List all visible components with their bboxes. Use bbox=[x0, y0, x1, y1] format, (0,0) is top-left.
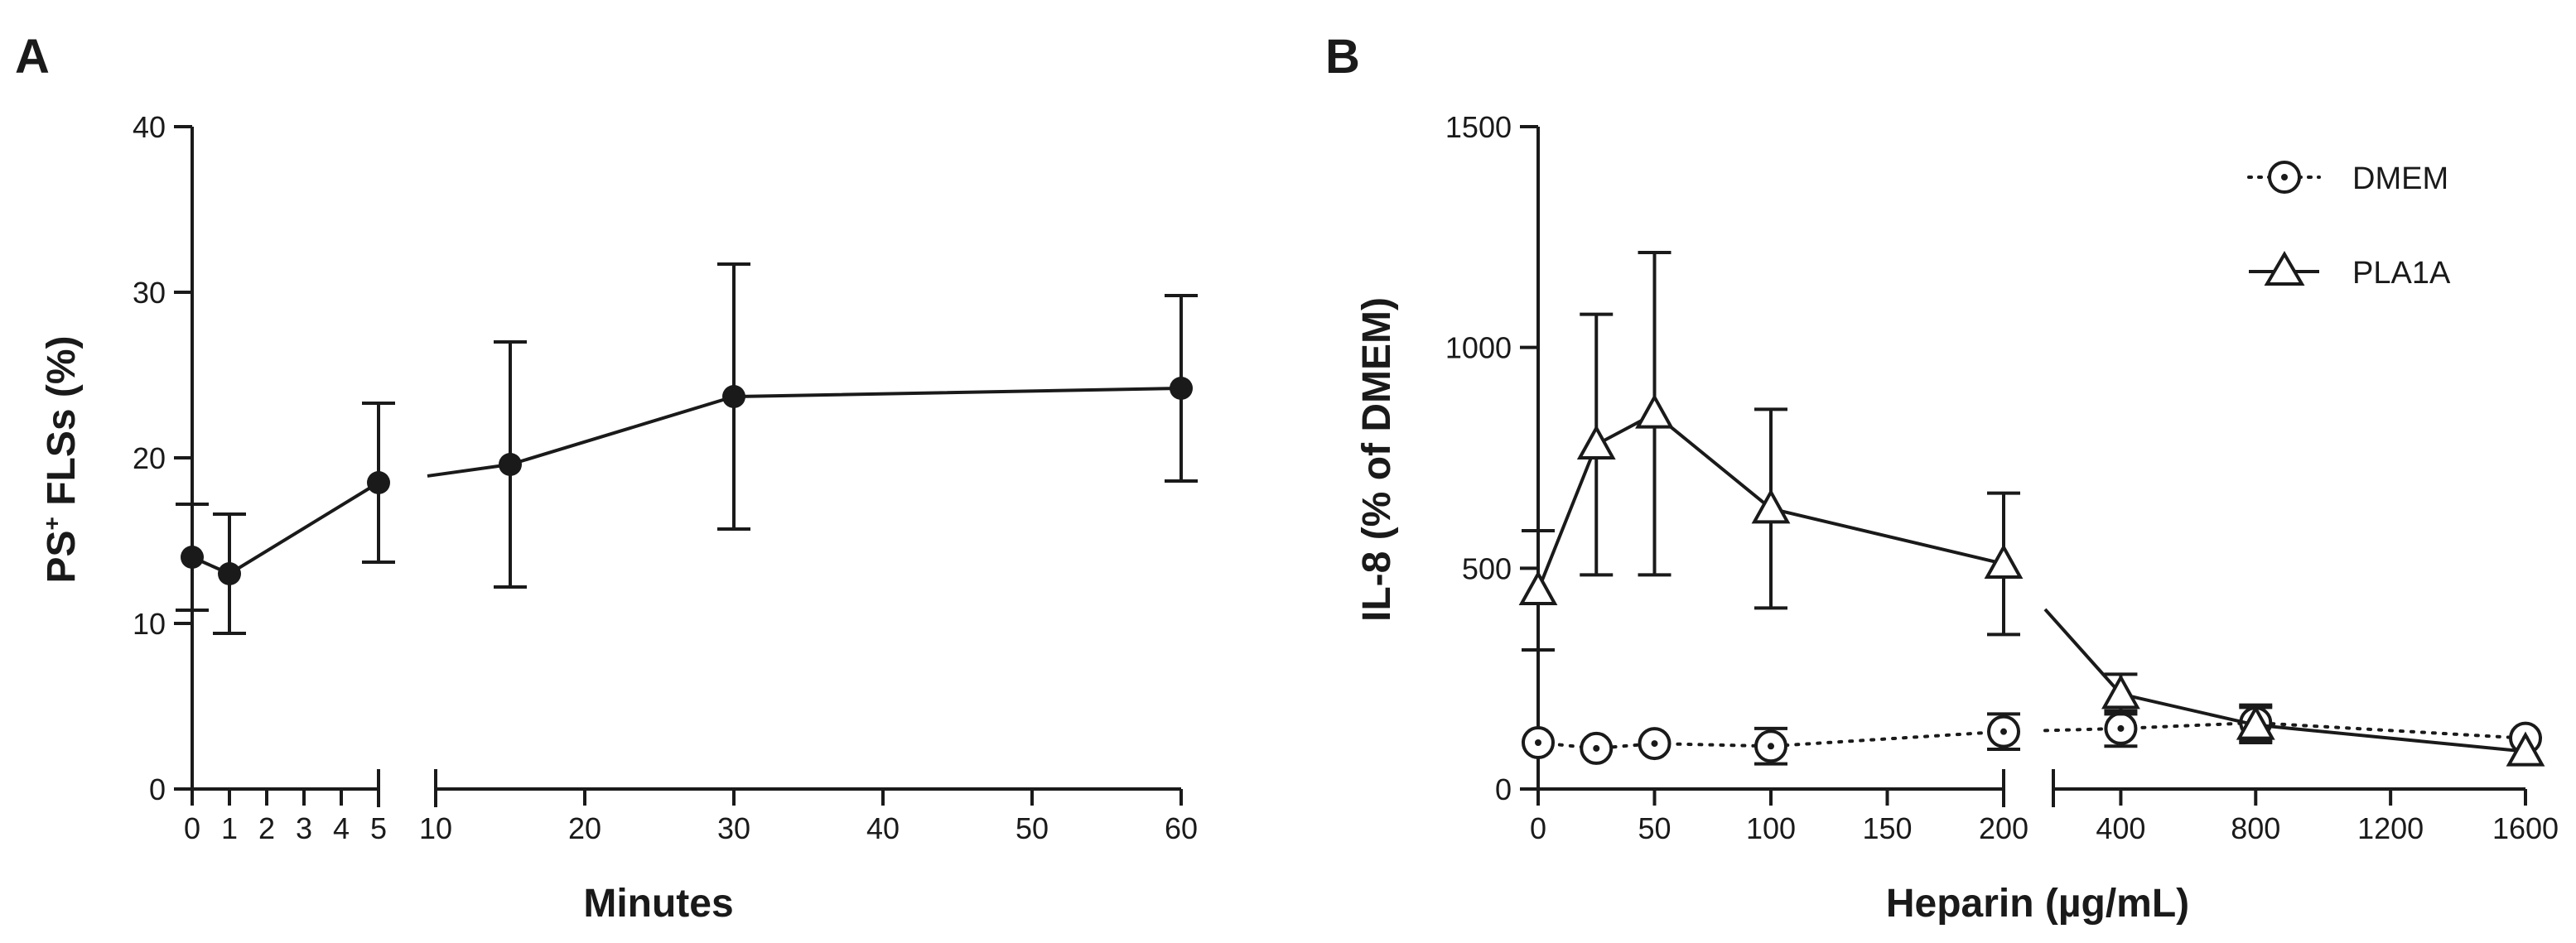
data-point-center bbox=[2117, 724, 2125, 732]
data-point bbox=[367, 471, 390, 494]
series-line bbox=[191, 481, 380, 576]
data-point bbox=[181, 546, 204, 569]
data-point bbox=[218, 562, 241, 585]
x-tick-label: 50 bbox=[1638, 811, 1671, 845]
y-title-rest: FLSs (%) bbox=[40, 335, 84, 517]
y-tick-label: 20 bbox=[133, 441, 166, 475]
panel-b-axes bbox=[1520, 125, 2527, 807]
x-tick-label: 50 bbox=[1015, 811, 1049, 845]
x-tick-label: 3 bbox=[296, 811, 312, 845]
data-point-center bbox=[1535, 739, 1541, 746]
panel-a-letter: A bbox=[15, 30, 50, 84]
series-line bbox=[2120, 692, 2526, 753]
legend-pla1a-marker bbox=[2264, 251, 2305, 286]
series-break-line bbox=[2043, 608, 2122, 695]
legend-dmem-label: DMEM bbox=[2352, 161, 2448, 196]
x-tick-label: 0 bbox=[1530, 811, 1546, 845]
x-tick-label: 20 bbox=[568, 811, 601, 845]
data-point bbox=[2506, 731, 2545, 767]
panel-a-y-axis-title: PS+ FLSs (%) bbox=[39, 335, 84, 583]
x-tick-label: 30 bbox=[717, 811, 750, 845]
series-line bbox=[509, 387, 1182, 466]
x-tick-label: 1200 bbox=[2357, 811, 2424, 845]
panel-a-series bbox=[176, 262, 1198, 635]
panel-b-y-axis-title: IL-8 (% of DMEM) bbox=[1355, 297, 1399, 622]
data-point bbox=[1984, 543, 2024, 579]
x-tick-label: 1 bbox=[221, 811, 238, 845]
x-tick-label: 200 bbox=[1979, 811, 2028, 845]
panel-b-legend: DMEM PLA1A bbox=[2247, 161, 2451, 291]
panel-a-x-axis-title: Minutes bbox=[583, 882, 733, 926]
x-tick-label: 60 bbox=[1165, 811, 1198, 845]
y-title-main: PS bbox=[40, 531, 84, 584]
y-tick-label: 1500 bbox=[1445, 110, 1512, 144]
data-point-center bbox=[2000, 728, 2007, 735]
data-point bbox=[722, 385, 745, 408]
x-tick-label: 4 bbox=[333, 811, 350, 845]
y-tick-label: 10 bbox=[133, 607, 166, 641]
data-point bbox=[1751, 488, 1791, 524]
panel-b-letter: B bbox=[1325, 30, 1360, 84]
x-tick-label: 800 bbox=[2231, 811, 2280, 845]
y-tick-label: 0 bbox=[149, 772, 166, 806]
legend-pla1a-label: PLA1A bbox=[2352, 256, 2451, 291]
x-tick-label: 5 bbox=[370, 811, 387, 845]
data-point bbox=[499, 453, 522, 476]
panel-b-tick-labels: 0 500 1000 1500 0 50 100 150 200 400 800 1200 1600 bbox=[1445, 110, 2559, 845]
x-tick-label: 1600 bbox=[2492, 811, 2559, 845]
data-point bbox=[1635, 393, 1674, 429]
y-tick-label: 0 bbox=[1495, 772, 1512, 806]
panel-a-axes bbox=[174, 125, 1183, 807]
panel-b-x-axis-title: Heparin (µg/mL) bbox=[1886, 882, 2189, 926]
data-point bbox=[1518, 570, 1558, 605]
x-tick-label: 0 bbox=[184, 811, 200, 845]
x-tick-label: 150 bbox=[1862, 811, 1912, 845]
legend-dmem-marker-dot bbox=[2281, 174, 2288, 180]
x-tick-label: 400 bbox=[2096, 811, 2145, 845]
series-line bbox=[2119, 720, 2527, 740]
data-point bbox=[1170, 377, 1193, 400]
x-tick-label: 10 bbox=[419, 811, 452, 845]
y-title-superscript: + bbox=[39, 517, 65, 530]
data-point bbox=[2236, 705, 2275, 740]
series-break-line bbox=[427, 463, 511, 478]
data-point-center bbox=[1593, 744, 1600, 752]
y-tick-label: 30 bbox=[133, 276, 166, 310]
y-tick-label: 500 bbox=[1462, 551, 1512, 585]
data-point bbox=[1576, 424, 1616, 459]
x-tick-label: 2 bbox=[258, 811, 275, 845]
data-point-center bbox=[1651, 740, 1658, 748]
data-point-center bbox=[1768, 743, 1774, 750]
panel-b: B 0 500 1000 1500 0 50 100 150 200 400 800 1200 1600… bbox=[1325, 30, 2559, 926]
x-tick-label: 40 bbox=[866, 811, 900, 845]
panel-b-series bbox=[1518, 251, 2545, 767]
y-tick-label: 1000 bbox=[1445, 331, 1512, 365]
x-tick-label: 100 bbox=[1746, 811, 1796, 845]
data-point bbox=[2101, 674, 2140, 710]
y-tick-label: 40 bbox=[133, 110, 166, 144]
